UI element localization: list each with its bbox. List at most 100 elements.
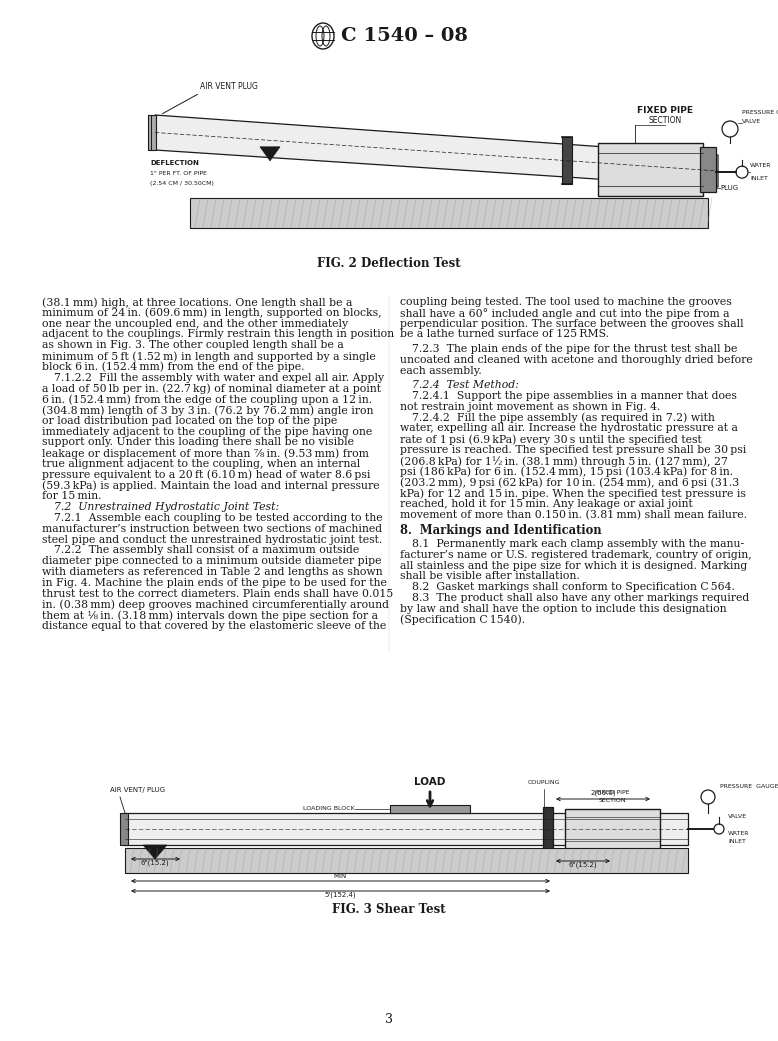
Text: thrust test to the correct diameters. Plain ends shall have 0.015: thrust test to the correct diameters. Pl… [42, 588, 393, 599]
Text: (203.2 mm), 9 psi (62 kPa) for 10 in. (254 mm), and 6 psi (31.3: (203.2 mm), 9 psi (62 kPa) for 10 in. (2… [400, 478, 739, 488]
Text: SECTION: SECTION [599, 798, 626, 803]
Text: 5'(152.4): 5'(152.4) [324, 892, 356, 898]
Text: 8.1  Permanently mark each clamp assembly with the manu-: 8.1 Permanently mark each clamp assembly… [412, 539, 744, 549]
Text: INLET: INLET [750, 176, 768, 181]
Text: facturer’s name or U.S. registered trademark, country of origin,: facturer’s name or U.S. registered trade… [400, 550, 752, 560]
Text: uncoated and cleaned with acetone and thoroughly dried before: uncoated and cleaned with acetone and th… [400, 355, 753, 364]
Text: in. (0.38 mm) deep grooves machined circumferentially around: in. (0.38 mm) deep grooves machined circ… [42, 600, 389, 610]
Text: WATER: WATER [728, 831, 749, 836]
Text: 7.1.2.2  Fill the assembly with water and expel all air. Apply: 7.1.2.2 Fill the assembly with water and… [54, 373, 384, 383]
Text: diameter pipe connected to a minimum outside diameter pipe: diameter pipe connected to a minimum out… [42, 556, 381, 566]
Text: leakage or displacement of more than ⅞ in. (9.53 mm) from: leakage or displacement of more than ⅞ i… [42, 449, 369, 459]
Text: a load of 50 lb per in. (22.7 kg) of nominal diameter at a point: a load of 50 lb per in. (22.7 kg) of nom… [42, 383, 381, 393]
Text: all stainless and the pipe size for which it is designed. Marking: all stainless and the pipe size for whic… [400, 560, 747, 570]
Text: MIN: MIN [334, 873, 347, 879]
Text: them at ⅛ in. (3.18 mm) intervals down the pipe section for a: them at ⅛ in. (3.18 mm) intervals down t… [42, 610, 378, 620]
Text: VALVE: VALVE [728, 814, 747, 819]
Text: by law and shall have the option to include this designation: by law and shall have the option to incl… [400, 604, 727, 614]
Text: LOADING BLOCK: LOADING BLOCK [303, 807, 355, 812]
Text: block 6 in. (152.4 mm) from the end of the pipe.: block 6 in. (152.4 mm) from the end of t… [42, 362, 304, 373]
Text: minimum of 24 in. (609.6 mm) in length, supported on blocks,: minimum of 24 in. (609.6 mm) in length, … [42, 308, 382, 319]
Text: with diameters as referenced in Table 2 and lengths as shown: with diameters as referenced in Table 2 … [42, 567, 383, 577]
Text: minimum of 5 ft (1.52 m) in length and supported by a single: minimum of 5 ft (1.52 m) in length and s… [42, 351, 376, 361]
Text: distance equal to that covered by the elastomeric sleeve of the: distance equal to that covered by the el… [42, 621, 386, 631]
Text: support only. Under this loading there shall be no visible: support only. Under this loading there s… [42, 437, 354, 448]
Text: kPa) for 12 and 15 in. pipe. When the specified test pressure is: kPa) for 12 and 15 in. pipe. When the sp… [400, 488, 746, 499]
Text: perpendicular position. The surface between the grooves shall: perpendicular position. The surface betw… [400, 319, 744, 329]
Text: PRESSURE GAUGE: PRESSURE GAUGE [742, 110, 778, 115]
Text: 7.2  Unrestrained Hydrostatic Joint Test:: 7.2 Unrestrained Hydrostatic Joint Test: [54, 502, 279, 512]
Text: 2(60.0): 2(60.0) [591, 789, 616, 796]
Text: COUPLING: COUPLING [527, 780, 560, 785]
Text: FIG. 3 Shear Test: FIG. 3 Shear Test [332, 903, 446, 916]
Text: (59.3 kPa) is applied. Maintain the load and internal pressure: (59.3 kPa) is applied. Maintain the load… [42, 481, 380, 491]
Text: (2.54 CM / 30.50CM): (2.54 CM / 30.50CM) [150, 181, 214, 186]
Text: (38.1 mm) high, at three locations. One length shall be a: (38.1 mm) high, at three locations. One … [42, 297, 352, 307]
Text: true alignment adjacent to the coupling, when an internal: true alignment adjacent to the coupling,… [42, 459, 360, 469]
Text: 8.3  The product shall also have any other markings required: 8.3 The product shall also have any othe… [412, 593, 749, 603]
Polygon shape [260, 147, 280, 160]
Bar [543, 807, 553, 850]
Text: 7.2.3  The plain ends of the pipe for the thrust test shall be: 7.2.3 The plain ends of the pipe for the… [412, 344, 738, 354]
Text: steel pipe and conduct the unrestrained hydrostatic joint test.: steel pipe and conduct the unrestrained … [42, 535, 382, 544]
Text: in Fig. 4. Machine the plain ends of the pipe to be used for the: in Fig. 4. Machine the plain ends of the… [42, 578, 387, 588]
Text: PLUG: PLUG [720, 185, 738, 191]
Text: immediately adjacent to the coupling of the pipe having one: immediately adjacent to the coupling of … [42, 427, 372, 436]
Text: AIR VENT PLUG: AIR VENT PLUG [200, 82, 258, 91]
Text: 1" PER FT. OF PIPE: 1" PER FT. OF PIPE [150, 171, 207, 176]
Polygon shape [155, 115, 718, 187]
Text: manufacturer’s instruction between two sections of machined: manufacturer’s instruction between two s… [42, 524, 382, 534]
Text: pressure equivalent to a 20 ft (6.10 m) head of water 8.6 psi: pressure equivalent to a 20 ft (6.10 m) … [42, 469, 370, 480]
Text: SECTION: SECTION [648, 116, 682, 125]
Text: 7.2.4.1  Support the pipe assemblies in a manner that does: 7.2.4.1 Support the pipe assemblies in a… [412, 391, 737, 401]
Text: one near the uncoupled end, and the other immediately: one near the uncoupled end, and the othe… [42, 319, 348, 329]
Text: not restrain joint movement as shown in Fig. 4.: not restrain joint movement as shown in … [400, 402, 661, 412]
Text: or load distribution pad located on the top of the pipe: or load distribution pad located on the … [42, 415, 337, 426]
Text: rate of 1 psi (6.9 kPa) every 30 s until the specified test: rate of 1 psi (6.9 kPa) every 30 s until… [400, 434, 702, 445]
Bar [562, 137, 572, 184]
Text: movement of more than 0.150 in. (3.81 mm) shall mean failure.: movement of more than 0.150 in. (3.81 mm… [400, 510, 747, 520]
Bar [125, 813, 688, 845]
Text: AIR VENT/ PLUG: AIR VENT/ PLUG [110, 787, 165, 793]
Text: psi (186 kPa) for 6 in. (152.4 mm), 15 psi (103.4 kPa) for 8 in.: psi (186 kPa) for 6 in. (152.4 mm), 15 p… [400, 466, 733, 477]
Text: FIXED PIPE: FIXED PIPE [636, 106, 692, 115]
Text: 7.2.2  The assembly shall consist of a maximum outside: 7.2.2 The assembly shall consist of a ma… [54, 545, 359, 556]
Text: shall be visible after installation.: shall be visible after installation. [400, 572, 580, 581]
Bar [190, 198, 708, 228]
Text: DEFLECTION: DEFLECTION [150, 160, 199, 166]
Text: for 15 min.: for 15 min. [42, 491, 101, 502]
Text: 8.  Markings and Identification: 8. Markings and Identification [400, 525, 601, 537]
Text: coupling being tested. The tool used to machine the grooves: coupling being tested. The tool used to … [400, 297, 732, 307]
Text: (304.8 mm) length of 3 by 3 in. (76.2 by 76.2 mm) angle iron: (304.8 mm) length of 3 by 3 in. (76.2 by… [42, 405, 373, 415]
Text: LOAD: LOAD [415, 777, 446, 787]
Bar [148, 115, 156, 150]
Bar [125, 848, 688, 873]
Text: shall have a 60° included angle and cut into the pipe from a: shall have a 60° included angle and cut … [400, 308, 730, 319]
Text: 7.2.4.2  Fill the pipe assembly (as required in 7.2) with: 7.2.4.2 Fill the pipe assembly (as requi… [412, 412, 715, 423]
Polygon shape [143, 845, 167, 859]
Bar [120, 813, 128, 845]
Bar [390, 805, 470, 813]
Text: adjacent to the couplings. Firmly restrain this length in position: adjacent to the couplings. Firmly restra… [42, 329, 394, 339]
Text: 7.2.4  Test Method:: 7.2.4 Test Method: [412, 380, 519, 390]
Text: VALVE: VALVE [742, 119, 761, 124]
Text: WATER: WATER [750, 163, 772, 169]
Text: water, expelling all air. Increase the hydrostatic pressure at a: water, expelling all air. Increase the h… [400, 424, 738, 433]
Text: pressure is reached. The specified test pressure shall be 30 psi: pressure is reached. The specified test … [400, 445, 746, 455]
Text: (206.8 kPa) for 1½ in. (38.1 mm) through 5 in. (127 mm), 27: (206.8 kPa) for 1½ in. (38.1 mm) through… [400, 456, 728, 466]
Text: FIG. 2 Deflection Test: FIG. 2 Deflection Test [317, 257, 461, 270]
Text: 3: 3 [385, 1013, 393, 1026]
Text: as shown in Fig. 3. The other coupled length shall be a: as shown in Fig. 3. The other coupled le… [42, 340, 344, 350]
Bar [598, 143, 703, 196]
Text: 7.2.1  Assemble each coupling to be tested according to the: 7.2.1 Assemble each coupling to be teste… [54, 513, 383, 523]
Text: (Specification C 1540).: (Specification C 1540). [400, 614, 525, 625]
Text: FIXED PIPE: FIXED PIPE [596, 790, 629, 795]
Text: 6"(15.2): 6"(15.2) [569, 862, 598, 868]
Text: 6"(15.2): 6"(15.2) [141, 860, 170, 866]
Bar [700, 147, 716, 192]
Text: 6 in. (152.4 mm) from the edge of the coupling upon a 12 in.: 6 in. (152.4 mm) from the edge of the co… [42, 395, 372, 405]
Text: reached, hold it for 15 min. Any leakage or axial joint: reached, hold it for 15 min. Any leakage… [400, 499, 692, 509]
Text: INLET: INLET [728, 839, 746, 844]
Bar [565, 809, 660, 849]
Text: PRESSURE  GAUGE: PRESSURE GAUGE [720, 784, 778, 789]
